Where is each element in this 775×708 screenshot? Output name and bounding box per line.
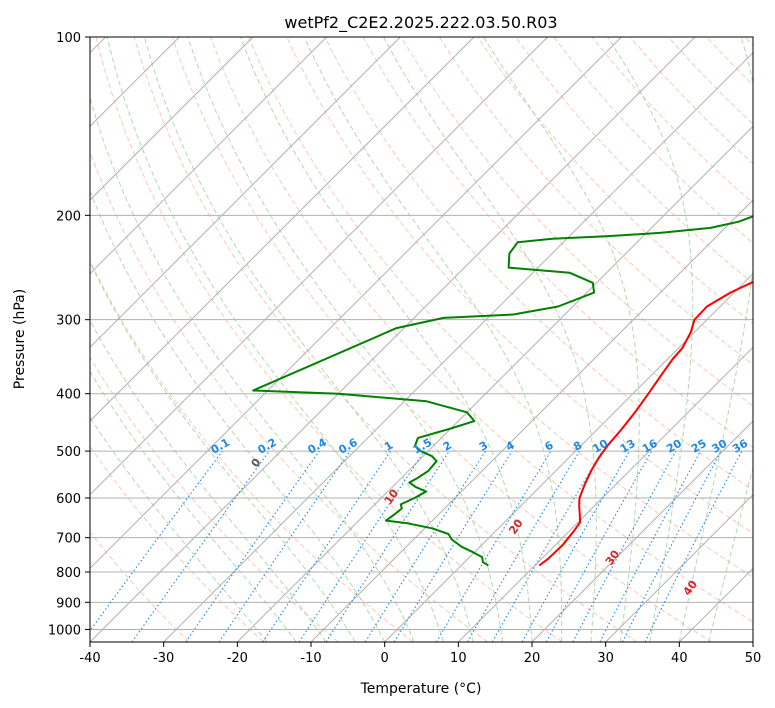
isotherm-line (90, 37, 254, 201)
plot-area: 0.1 0.2 0.4 0.6 1 1.5 2 3 4 6 8 10 13 16 20 25 30 3601020… (90, 37, 753, 642)
plot-frame (89, 36, 754, 643)
dry-adiabat-line (324, 37, 753, 491)
y-axis-label: Pressure (hPa) (12, 289, 28, 389)
moist-adiabat-line (482, 37, 640, 642)
mixing-ratio-line (572, 450, 677, 642)
moist-adiabat-line (90, 189, 386, 642)
x-tick-label: 40 (671, 651, 688, 666)
isotherm-line (163, 51, 753, 642)
isotherm-line (90, 37, 475, 422)
isotherm-line (90, 37, 328, 275)
mixing-ratio-line (90, 450, 223, 632)
x-tick-label: -20 (227, 651, 248, 666)
dry-adiabat-line (90, 531, 190, 642)
moist-adiabat-line (187, 37, 503, 642)
y-tick-label: 200 (56, 209, 81, 224)
y-tick-label: 100 (56, 31, 81, 46)
dry-adiabat-line (90, 356, 339, 642)
moist-adiabat-line (106, 37, 445, 642)
mixing-ratio-line (298, 450, 425, 642)
dewpoint-profile-line (252, 215, 753, 567)
mixing-ratio-line (393, 450, 513, 642)
dry-adiabat-line (515, 37, 753, 284)
dry-adiabat-line (90, 445, 264, 642)
moist-adiabat-line (239, 37, 533, 642)
moist-adiabat-line (90, 416, 268, 642)
dry-adiabat-line (133, 37, 638, 642)
moist-adiabat-line (708, 466, 753, 642)
moist-adiabat-line (607, 37, 694, 642)
mixing-ratio-line (644, 450, 743, 642)
mixing-ratio-line (521, 450, 630, 642)
y-tick-label: 600 (56, 492, 81, 507)
moist-adiabat-line (383, 37, 597, 642)
y-tick-label: 900 (56, 596, 81, 611)
y-tick-label: 300 (56, 314, 81, 329)
mixing-ratio-line (218, 450, 351, 642)
y-tick-label: 400 (56, 388, 81, 403)
mixing-ratio-line (545, 450, 653, 642)
x-tick-label: 30 (597, 651, 614, 666)
isotherm-line (310, 199, 753, 642)
dry-adiabat-line (171, 37, 712, 642)
moist-adiabat-line (303, 37, 563, 642)
mixing-ratio-line (131, 450, 270, 642)
x-tick-label: 50 (745, 651, 762, 666)
mixing-ratio-line (325, 450, 450, 642)
isotherm-line (90, 37, 622, 570)
moist-adiabat-line (90, 260, 356, 642)
x-tick-label: -10 (300, 651, 321, 666)
isotherm-line (605, 493, 753, 642)
temperature-profile-line (538, 280, 753, 567)
y-tick-label: 700 (56, 532, 81, 547)
isotherm-line (90, 37, 696, 642)
isotherm-line (90, 37, 401, 349)
dry-adiabat-line (248, 37, 753, 578)
y-tick-label: 500 (56, 445, 81, 460)
isotherm-line (236, 125, 753, 642)
dry-adiabat-line (438, 37, 753, 366)
x-tick-label: 20 (524, 651, 541, 666)
axis-ticks: -40 -30 -20 -10 0 10 20 30 40 50 100 200 300 400 500 60… (48, 31, 761, 666)
mixing-ratio-line (262, 450, 392, 642)
y-tick-label: 800 (56, 566, 81, 581)
x-axis-label: Temperature (°C) (360, 681, 482, 697)
moist-adiabat-line (143, 37, 474, 642)
chart-title: wetPf2_C2E2.2025.222.03.50.R03 (284, 13, 557, 33)
moist-adiabat-line (678, 37, 753, 642)
y-tick-label: 1000 (48, 623, 81, 638)
mixing-ratio-line (185, 450, 320, 642)
dry-adiabat-line (400, 37, 753, 407)
isotherm-line (531, 420, 753, 642)
dry-adiabat-line (90, 150, 488, 642)
dry-adiabat-line (210, 37, 753, 623)
dry-adiabat-line (95, 37, 563, 642)
isotherm-line (457, 346, 753, 642)
x-tick-label: -30 (153, 651, 174, 666)
x-tick-label: -40 (79, 651, 100, 666)
x-tick-label: 10 (450, 651, 467, 666)
moist-adiabat-line (90, 319, 327, 642)
isotherm-line (90, 37, 549, 496)
x-tick-label: 0 (381, 651, 389, 666)
